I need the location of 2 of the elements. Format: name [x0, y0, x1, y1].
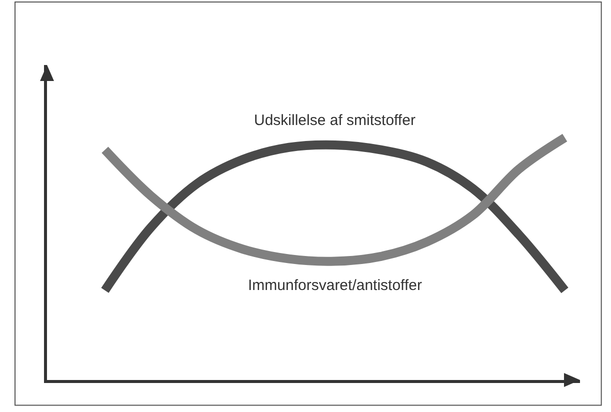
series-label: Udskillelse af smitstoffer [254, 112, 416, 129]
series-label: Immunforsvaret/antistoffer [248, 277, 422, 294]
